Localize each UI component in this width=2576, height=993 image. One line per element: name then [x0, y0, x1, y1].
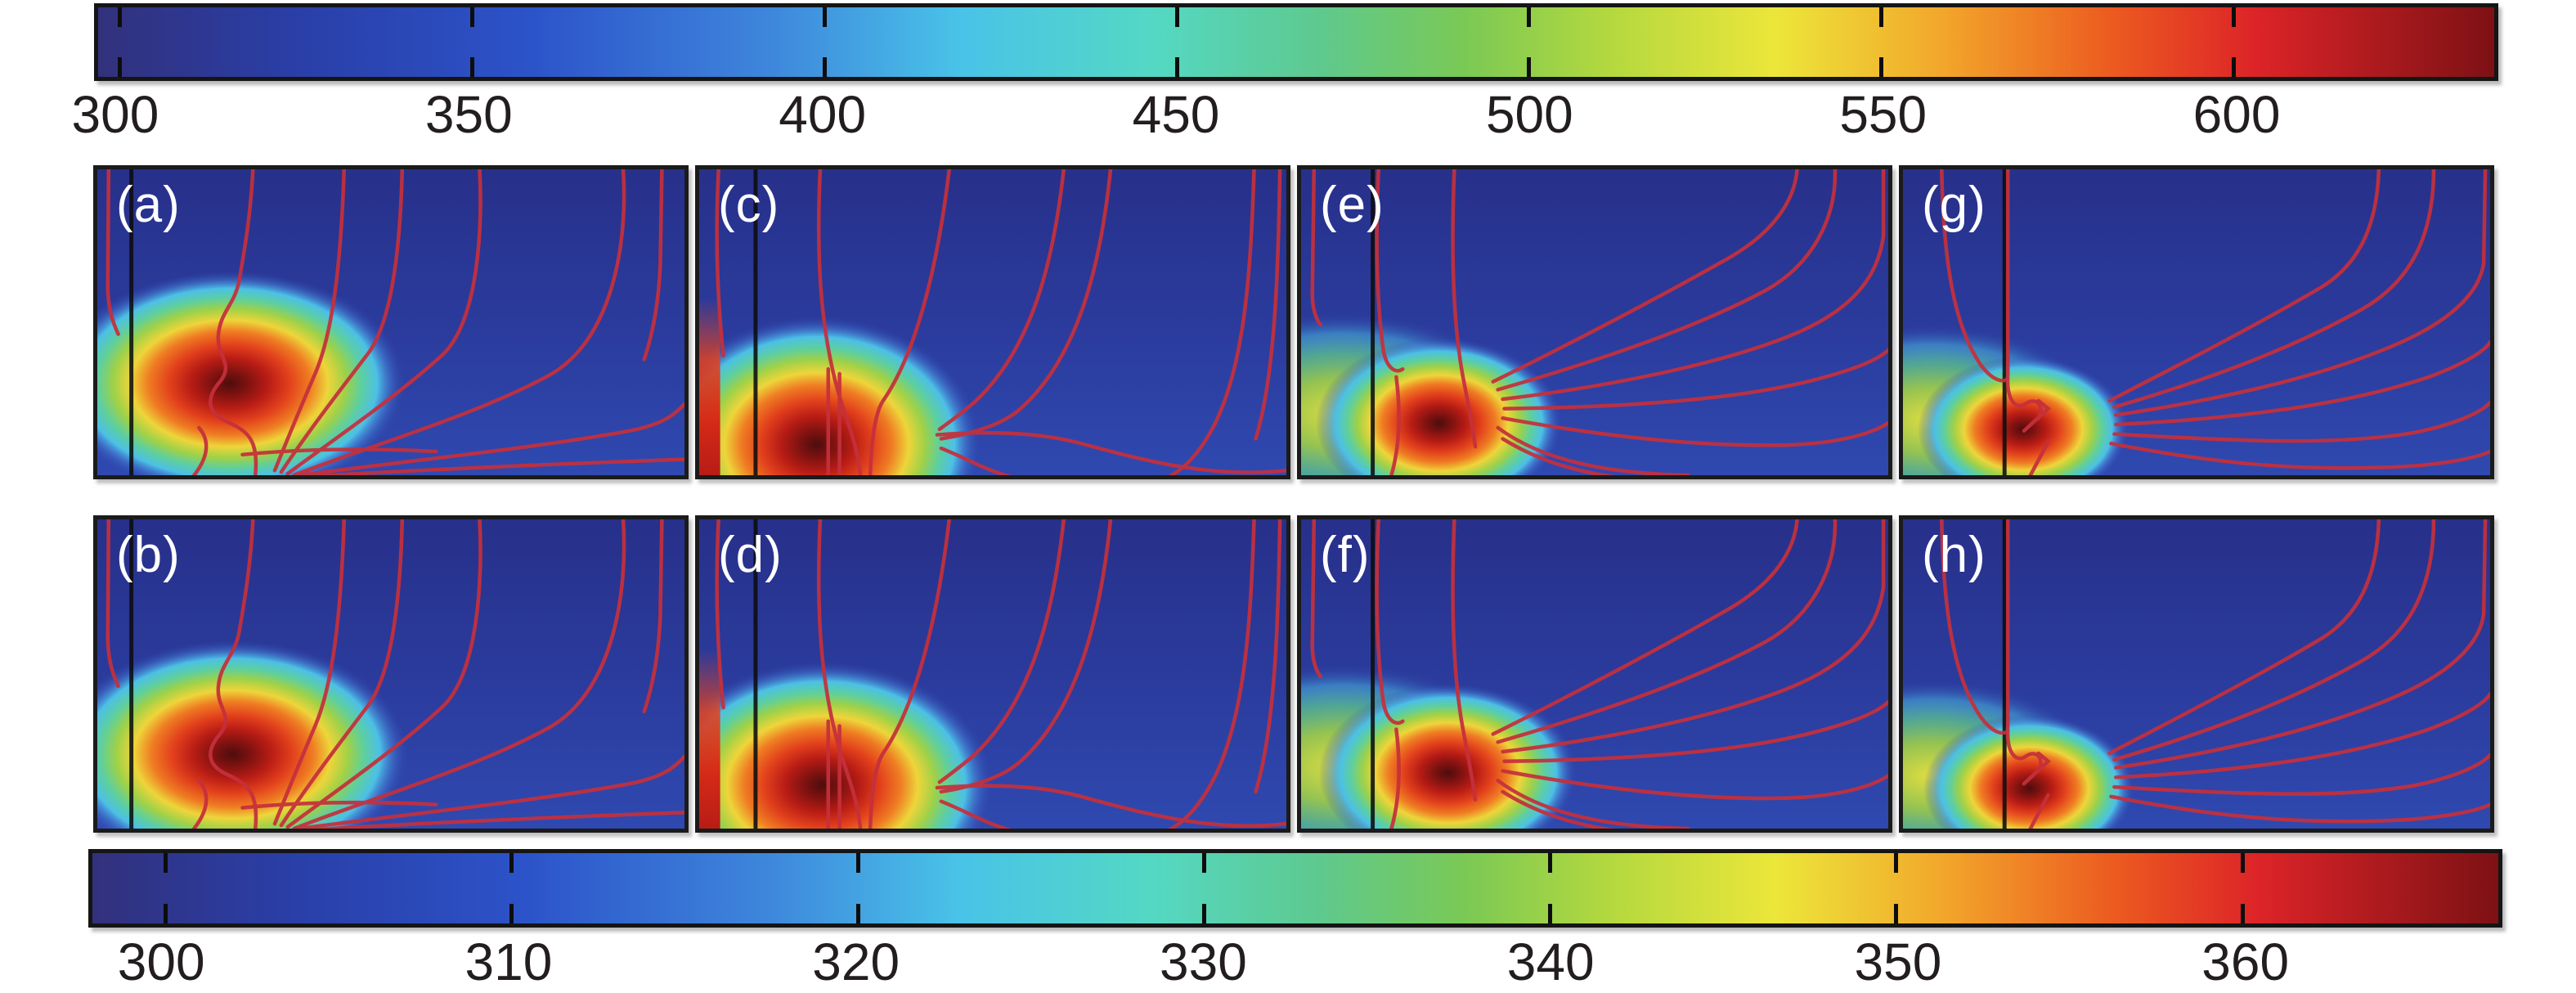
colorbar-top-tick	[469, 57, 474, 77]
heatmap-svg	[1301, 169, 1888, 475]
panel-b: (b)	[93, 515, 689, 833]
panel-label: (a)	[115, 177, 181, 234]
colorbar-bottom-tick	[2240, 904, 2245, 923]
hotspot	[1923, 714, 2135, 829]
panel-label: (b)	[115, 527, 181, 584]
panel-label: (e)	[1319, 177, 1384, 234]
colorbar-top-tick-label: 350	[424, 85, 513, 144]
streamlines	[1940, 519, 2490, 829]
panel-label: (g)	[1921, 177, 1986, 234]
colorbar-bottom-tick-label: 330	[1160, 932, 1247, 991]
heatmap-svg	[699, 169, 1286, 475]
colorbar-top-tick	[2232, 7, 2237, 27]
colorbar-top-tick-label: 400	[779, 85, 867, 144]
colorbar-top-tick-label: 300	[71, 85, 159, 144]
panel-label: (d)	[717, 527, 783, 584]
streamlines	[1310, 169, 1888, 475]
panel-h: (h)	[1899, 515, 2494, 833]
vertical-reference-line	[1371, 519, 1376, 829]
hotspot	[1315, 337, 1563, 475]
colorbar-top-tick	[1527, 57, 1532, 77]
streamlines	[715, 519, 1286, 829]
hotspot	[1917, 356, 2129, 475]
panel-label: (f)	[1319, 527, 1371, 584]
streamlines	[1940, 169, 2490, 475]
vertical-reference-line	[1371, 169, 1376, 475]
colorbar-bottom-tick-label: 350	[1854, 932, 1942, 991]
streamlines	[105, 169, 684, 475]
colorbar-bottom-tick	[2240, 853, 2245, 873]
colorbar-bottom-tick-label: 340	[1506, 932, 1595, 991]
colorbar-bottom-tick	[855, 904, 860, 923]
colorbar-bottom-tick-label: 360	[2201, 932, 2290, 991]
colorbar-bottom-tick	[509, 904, 514, 923]
colorbar-top-tick-label: 450	[1132, 85, 1220, 144]
heatmap-svg	[699, 519, 1286, 829]
colorbar-bottom-tick	[163, 904, 168, 923]
vertical-reference-line	[753, 519, 758, 829]
colorbar-top-tick-label: 550	[1839, 85, 1928, 144]
colorbar-bottom-tick	[509, 853, 514, 873]
heatmap-svg	[1301, 519, 1888, 829]
colorbar-bottom-tick	[1894, 853, 1899, 873]
colorbar-top-labels: 300 350 400 450 500 550 600	[72, 85, 2498, 146]
colorbar-top-tick	[1879, 57, 1884, 77]
colorbar-top-tick	[1879, 7, 1884, 27]
colorbar-top-tick-label: 500	[1485, 85, 1573, 144]
colorbar-top-tick	[469, 7, 474, 27]
panel-e: (e)	[1297, 165, 1892, 479]
streamlines	[715, 169, 1286, 475]
panel-f: (f)	[1297, 515, 1892, 833]
colorbar-bottom-tick-label: 320	[812, 932, 900, 991]
colorbar-bottom-tick	[855, 853, 860, 873]
colorbar-top-tick	[822, 7, 827, 27]
colorbar-top-tick	[117, 7, 122, 27]
streamlines	[1310, 519, 1888, 829]
panel-c: (c)	[695, 165, 1290, 479]
vertical-reference-line	[2002, 519, 2007, 829]
colorbar-bottom-tick-label: 310	[464, 932, 553, 991]
colorbar-top-tick	[1174, 7, 1179, 27]
colorbar-bottom-tick	[1201, 853, 1206, 873]
panel-label: (h)	[1921, 527, 1986, 584]
colorbar-top-tick-label: 600	[2192, 85, 2281, 144]
colorbar-bottom-tick	[1548, 904, 1553, 923]
panel-label: (c)	[717, 177, 780, 234]
vertical-reference-line	[753, 169, 758, 475]
colorbar-bottom-tick	[1894, 904, 1899, 923]
colorbar-bottom	[88, 849, 2502, 928]
colorbar-top	[94, 3, 2498, 81]
streamlines	[105, 519, 684, 829]
colorbar-bottom-tick-label: 300	[117, 932, 205, 991]
colorbar-bottom-labels: 300 310 320 330 340 350 360	[88, 932, 2502, 993]
vertical-reference-line	[129, 169, 134, 475]
colorbar-bottom-tick	[163, 853, 168, 873]
vertical-reference-line	[129, 519, 134, 829]
colorbar-top-tick	[1527, 7, 1532, 27]
heatmap-svg	[1903, 169, 2490, 475]
panel-d: (d)	[695, 515, 1290, 833]
colorbar-top-tick	[822, 57, 827, 77]
heatmap-svg	[97, 169, 684, 475]
colorbar-top-tick	[117, 57, 122, 77]
colorbar-top-tick	[1174, 57, 1179, 77]
panel-a: (a)	[93, 165, 689, 479]
colorbar-bottom-tick	[1201, 904, 1206, 923]
hotspot	[699, 661, 993, 829]
panel-g: (g)	[1899, 165, 2494, 479]
colorbar-top-tick	[2232, 57, 2237, 77]
heatmap-svg	[97, 519, 684, 829]
colorbar-bottom-tick	[1548, 853, 1553, 873]
vertical-reference-line	[2002, 169, 2007, 475]
hotspot	[97, 640, 409, 829]
heatmap-svg	[1903, 519, 2490, 829]
